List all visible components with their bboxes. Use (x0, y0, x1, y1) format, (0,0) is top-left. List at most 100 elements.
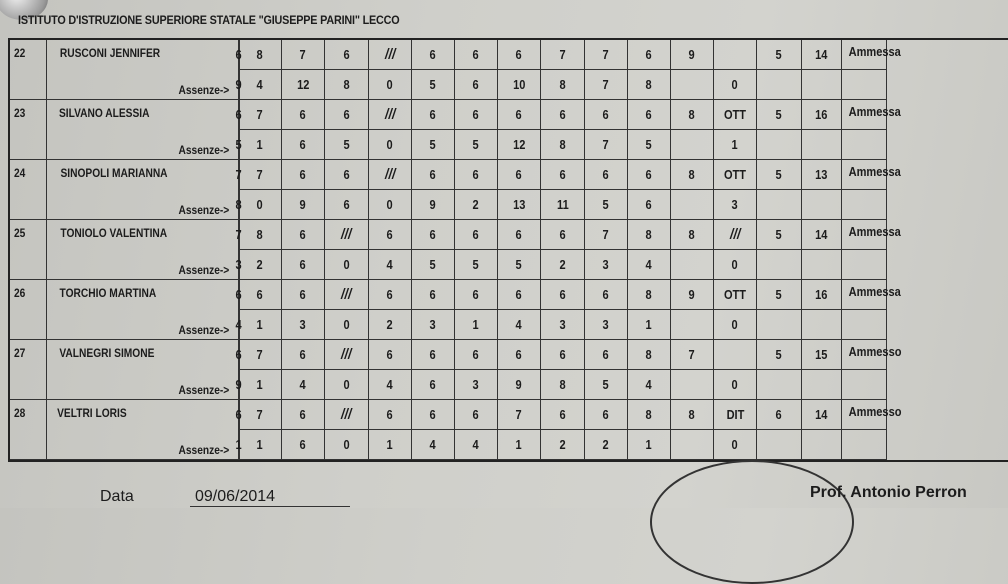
absence-cell-text: 0 (386, 137, 394, 152)
grade-cell: 9 (671, 40, 714, 70)
absence-cell: 7 (585, 70, 628, 100)
absence-cell: 0 (714, 250, 757, 280)
absence-cell-text: 3 (559, 317, 566, 332)
grade-cell: 6 (239, 280, 282, 310)
absence-cell: 6 (325, 190, 369, 220)
grade-cell: /// (325, 280, 369, 310)
absence-cell (757, 250, 802, 280)
grade-cell-text: 6 (299, 227, 307, 242)
outcome-cell: Ammessa (842, 160, 901, 190)
absence-cell: 5 (412, 70, 455, 100)
grade-cell: 6 (455, 40, 498, 70)
absence-cell: 11 (541, 190, 585, 220)
grade-cell: 7 (541, 40, 585, 70)
student-number-text: 24 (14, 166, 26, 180)
grade-cell-text: 7 (256, 347, 264, 362)
absence-cell-text: 3 (299, 317, 307, 332)
absence-cell: 8 (541, 70, 585, 100)
absence-cell: 6 (628, 190, 671, 220)
absence-cell-text: 4 (386, 257, 394, 272)
absence-cell (671, 130, 714, 160)
grade-cell-text: 6 (472, 287, 480, 302)
student-number: 23 (10, 100, 47, 160)
grade-cell-text: 6 (235, 287, 243, 302)
grade-cell (714, 340, 757, 370)
absence-cell-text: 3 (602, 317, 610, 332)
absence-cell: 1 (628, 430, 671, 460)
grade-cell-text: OTT (723, 287, 747, 302)
grade-cell: 15 (802, 340, 842, 370)
grade-cell-text: 6 (515, 107, 523, 122)
outcome-empty-cell (842, 250, 887, 280)
grade-cell: 6 (541, 100, 585, 130)
grade-cell: 8 (628, 340, 671, 370)
absence-cell-text: 3 (731, 197, 739, 212)
grade-cell: 6 (628, 160, 671, 190)
grade-cell: 14 (802, 40, 842, 70)
grade-cell: 6 (369, 400, 412, 430)
absence-cell-text: 13 (512, 197, 526, 212)
absence-label: Assenze-> (178, 263, 230, 277)
student-number-text: 28 (14, 406, 26, 420)
absence-label: Assenze-> (178, 323, 230, 337)
grade-cell: 7 (239, 340, 282, 370)
grade-cell-text: 6 (429, 107, 437, 122)
grade-cell: 16 (802, 100, 842, 130)
absence-cell: 3 (541, 310, 585, 340)
date-underline (190, 506, 350, 507)
absence-cell: 0 (369, 190, 412, 220)
grade-cell-text: 6 (299, 347, 307, 362)
grade-cell-text: 5 (775, 347, 783, 362)
absence-cell-text: 5 (429, 257, 437, 272)
grade-cell-text: 6 (602, 287, 610, 302)
grade-cell-text: 6 (559, 107, 566, 122)
absence-cell: 1 (369, 430, 412, 460)
student-name: TONIOLO VALENTINA Assenze-> (47, 220, 239, 280)
absence-cell-text: 6 (299, 137, 307, 152)
grade-cell: 6 (585, 160, 628, 190)
absence-cell: 3 (714, 190, 757, 220)
absence-cell: 1 (239, 130, 282, 160)
absence-cell (802, 370, 842, 400)
grade-cell-text: 7 (559, 47, 566, 62)
grade-cell-text: 6 (429, 47, 437, 62)
absence-cell-text: 6 (645, 197, 653, 212)
absence-cell-text: 0 (386, 77, 394, 92)
grade-cell: 7 (585, 40, 628, 70)
absence-cell-text: 4 (645, 377, 653, 392)
grade-cell-text: 6 (386, 227, 394, 242)
grade-cell: 6 (282, 220, 325, 250)
absence-cell: 5 (455, 130, 498, 160)
grade-cell-text: 6 (472, 47, 480, 62)
grade-cell: /// (325, 340, 369, 370)
absence-cell: 2 (541, 430, 585, 460)
grade-cell: 9 (671, 280, 714, 310)
absence-cell-text: 2 (386, 317, 394, 332)
absence-cell: 12 (282, 70, 325, 100)
absence-cell: 4 (412, 430, 455, 460)
absence-cell (757, 130, 802, 160)
absence-cell-text: 0 (386, 197, 394, 212)
absence-cell: 3 (585, 310, 628, 340)
absence-cell-text: 4 (429, 437, 437, 452)
grade-cell-text: 14 (815, 47, 828, 62)
outcome-cell: Ammessa (842, 280, 901, 310)
grade-cell-text: 6 (472, 167, 480, 182)
grade-cell-text: 6 (602, 107, 610, 122)
absence-cell-text: 1 (256, 317, 264, 332)
absence-cell (757, 370, 802, 400)
absence-cell: 2 (455, 190, 498, 220)
grade-cell: 5 (757, 220, 802, 250)
grade-cell: 7 (498, 400, 541, 430)
absence-cell-text: 8 (559, 377, 566, 392)
absence-cell-text: 4 (472, 437, 480, 452)
student-number: 28 (10, 400, 47, 460)
grade-cell-text: 7 (299, 47, 307, 62)
grade-cell-text: /// (729, 226, 741, 243)
grade-cell: 6 (412, 340, 455, 370)
grade-cell-text: 6 (645, 47, 653, 62)
outcome-empty-cell (842, 70, 887, 100)
grade-cell: 5 (757, 280, 802, 310)
absence-cell-text: 2 (472, 197, 480, 212)
grade-cell: 6 (455, 340, 498, 370)
